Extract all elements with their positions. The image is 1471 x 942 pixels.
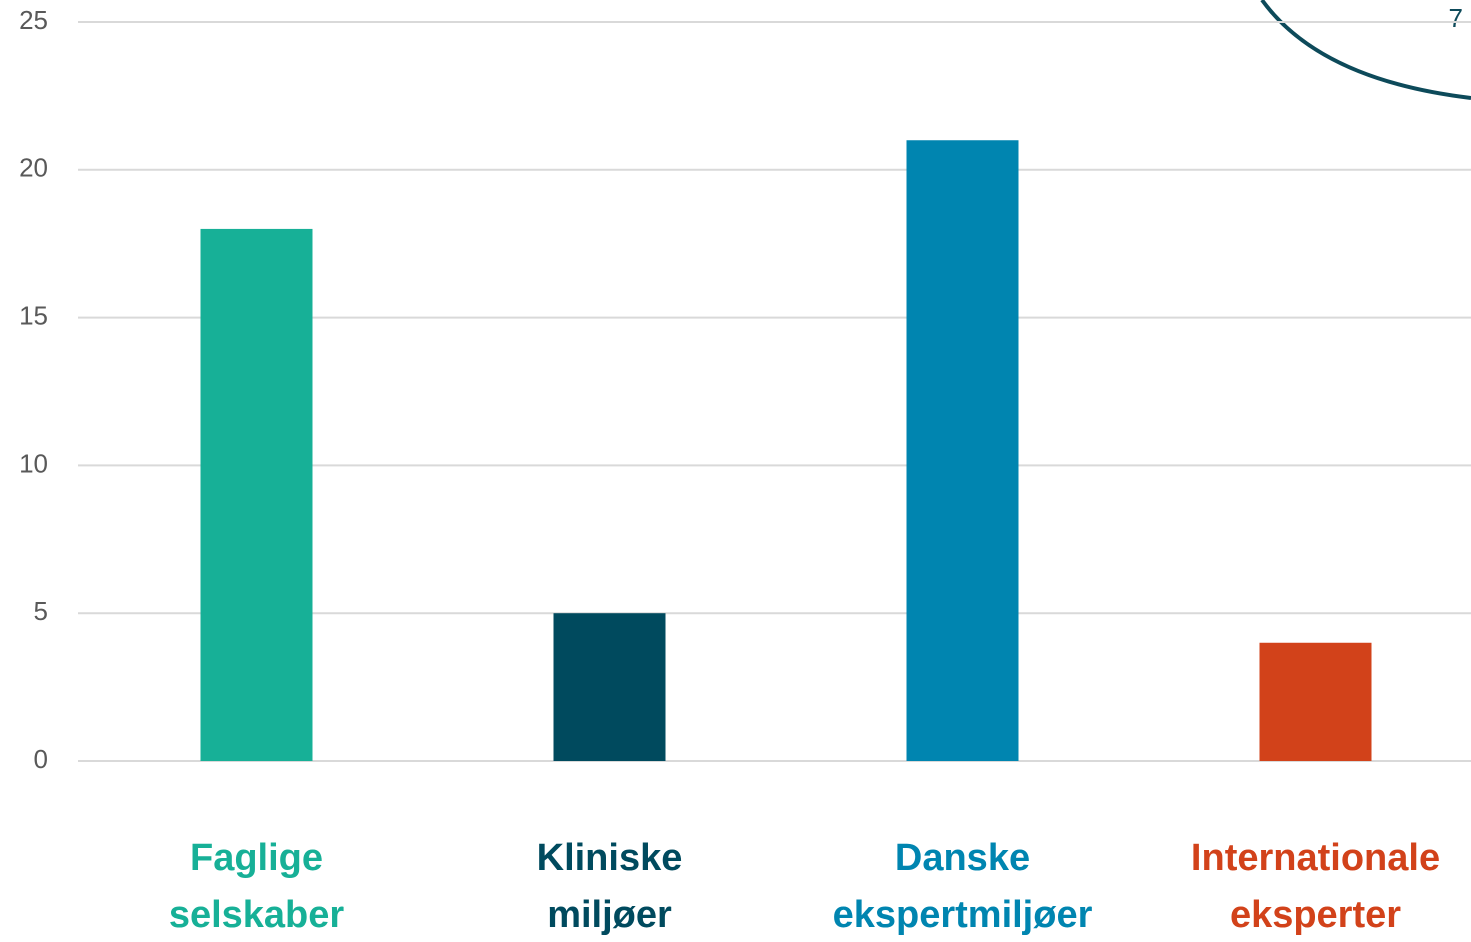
page-number: 7 (1449, 3, 1463, 33)
x-tick-label: Internationale eksperter (1190, 837, 1441, 936)
bar (553, 613, 666, 761)
y-tick-label: 15 (19, 300, 48, 330)
y-tick-label: 25 (19, 5, 48, 35)
x-tick-label: Danske ekspertmiljøer (832, 837, 1093, 936)
y-tick-label: 0 (34, 744, 48, 774)
bar (1259, 642, 1372, 761)
x-tick-label: Faglige selskaber (168, 837, 345, 936)
y-tick-label: 5 (34, 596, 48, 626)
x-tick-label: Kliniske miljøer (536, 837, 683, 936)
y-tick-label: 20 (19, 153, 48, 183)
bar (906, 140, 1019, 762)
y-tick-label: 10 (19, 448, 48, 478)
decoration-arc (1260, 0, 1471, 100)
bar (200, 228, 313, 762)
